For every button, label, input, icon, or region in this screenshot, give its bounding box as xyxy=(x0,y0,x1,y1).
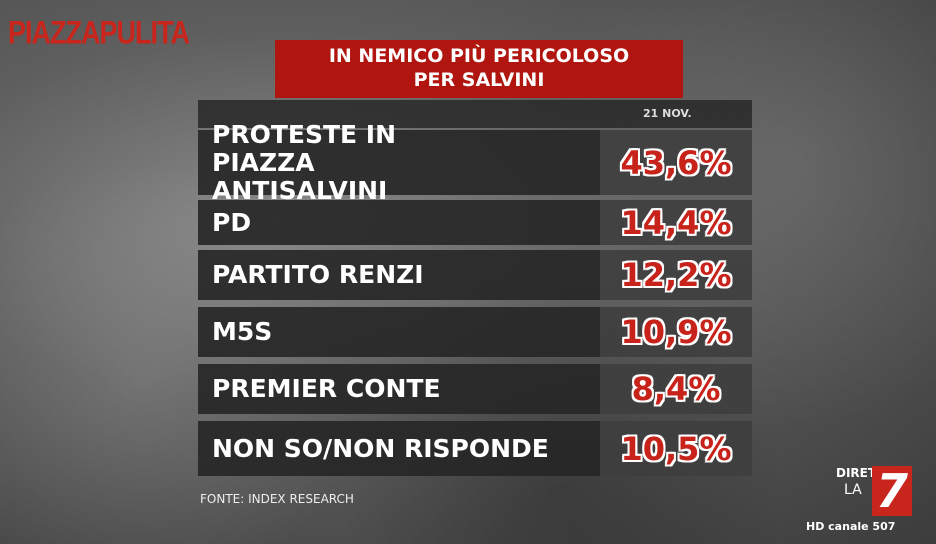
row-label: NON SO/NON RISPONDE xyxy=(198,421,600,476)
row-label: PROTESTE IN PIAZZA ANTISALVINI xyxy=(198,120,600,204)
row-value: 12,2% xyxy=(600,250,752,300)
table-row: PD 14,4% xyxy=(198,200,752,245)
row-value: 14,4% xyxy=(600,200,752,245)
title-line: PER SALVINI xyxy=(413,69,545,91)
row-label: M5S xyxy=(198,307,600,357)
brand: LA xyxy=(844,482,862,498)
row-value: 43,6% xyxy=(600,130,752,195)
source: FONTE: INDEX RESEARCH xyxy=(200,492,354,506)
row-value: 8,4% xyxy=(600,364,752,414)
table-row: NON SO/NON RISPONDE 10,5% xyxy=(198,421,752,476)
table-row: PROTESTE IN PIAZZA ANTISALVINI 43,6% xyxy=(198,120,752,204)
title: IN NEMICO PIÙ PERICOLOSO PER SALVINI xyxy=(275,40,683,98)
column-header: 21 NOV. xyxy=(643,107,692,120)
title-line: IN NEMICO PIÙ PERICOLOSO xyxy=(328,45,630,67)
hd-label: HD canale 507 xyxy=(806,520,896,533)
table-row: PARTITO RENZI 12,2% xyxy=(198,250,752,300)
table-row: M5S 10,9% xyxy=(198,307,752,357)
row-label: PARTITO RENZI xyxy=(198,250,600,300)
row-label: PD xyxy=(198,200,600,245)
row-value: 10,9% xyxy=(600,307,752,357)
table-row: PREMIER CONTE 8,4% xyxy=(198,364,752,414)
logo: PIAZZAPULITA xyxy=(8,14,190,51)
channel-logo: DIRETTA LA 7 HD canale 507 xyxy=(806,466,926,536)
row-label: PREMIER CONTE xyxy=(198,364,600,414)
row-value: 10,5% xyxy=(600,421,752,476)
table-header: 21 NOV. xyxy=(198,100,752,128)
brand-number: 7 xyxy=(872,466,912,516)
